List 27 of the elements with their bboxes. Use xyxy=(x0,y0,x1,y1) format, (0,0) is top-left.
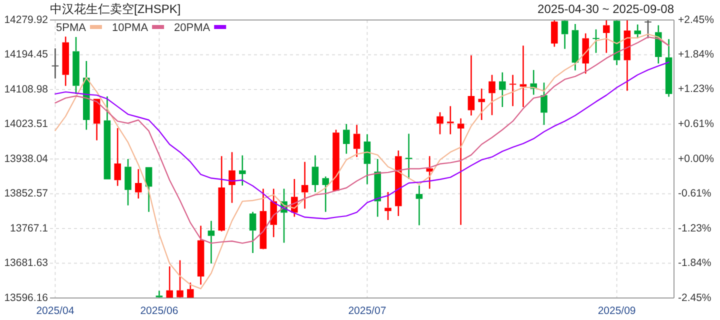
y2-tick-label: +0.61% xyxy=(678,118,714,130)
y-tick-label: 13938.04 xyxy=(4,152,48,165)
y2-tick-label: -0.61% xyxy=(678,187,712,200)
x-tick-label: 2025/07 xyxy=(348,305,386,317)
legend-label: 10PMA xyxy=(112,22,149,34)
y2-tick-label: +1.23% xyxy=(678,83,714,95)
y-tick-label: 13852.57 xyxy=(4,188,48,200)
y-tick-label: 14194.45 xyxy=(4,48,48,61)
chart-title: 中汉花生仁卖空[ZHSPK] xyxy=(50,2,181,16)
y-tick-label: 13767.1 xyxy=(10,222,48,234)
x-tick-label: 2025/06 xyxy=(140,305,178,317)
legend-label: 5PMA xyxy=(56,22,87,34)
y2-tick-label: +1.84% xyxy=(678,48,714,60)
y-tick-label: 13681.63 xyxy=(4,257,48,270)
y2-tick-label: -1.23% xyxy=(678,222,712,235)
y2-tick-label: +0.00% xyxy=(678,152,714,165)
y2-tick-label: -1.84% xyxy=(678,257,712,270)
y-tick-label: 14023.51 xyxy=(4,118,48,130)
y2-tick-label: +2.45% xyxy=(678,14,714,26)
y-tick-label: 14108.98 xyxy=(4,83,48,96)
y-tick-label: 14279.92 xyxy=(4,14,48,26)
x-tick-label: 2025/09 xyxy=(598,305,636,317)
x-tick-label: 2025/04 xyxy=(36,305,74,317)
y-tick-label: 13596.16 xyxy=(4,292,48,304)
chart-subtitle: 2025-04-30 ~ 2025-09-08 xyxy=(538,2,674,16)
y2-tick-label: -2.45% xyxy=(678,292,712,304)
legend-label: 20PMA xyxy=(174,22,211,34)
